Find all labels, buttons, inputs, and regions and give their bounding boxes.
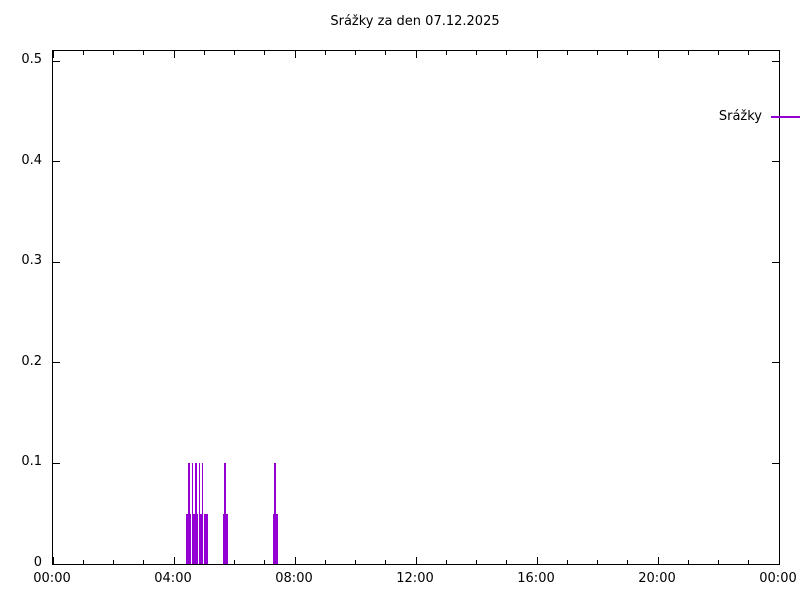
- x-major-tick-top: [657, 51, 659, 58]
- x-minor-tick: [385, 560, 387, 564]
- x-minor-tick: [143, 560, 145, 564]
- x-axis-label: 20:00: [638, 571, 676, 586]
- x-major-tick: [294, 557, 296, 564]
- x-minor-tick: [597, 560, 598, 564]
- y-tick: [53, 261, 60, 263]
- y-tick: [53, 60, 60, 62]
- x-major-tick-top: [415, 51, 417, 58]
- y-tick: [53, 161, 60, 163]
- precipitation-impulse: [201, 463, 204, 564]
- precipitation-impulse: [186, 513, 188, 564]
- x-major-tick: [415, 557, 417, 564]
- x-axis-label: 04:00: [154, 571, 192, 586]
- precipitation-impulse: [222, 513, 225, 564]
- legend: Srážky: [683, 109, 800, 125]
- x-major-tick-top: [778, 51, 780, 58]
- x-minor-tick-top: [355, 51, 356, 55]
- x-minor-tick: [566, 560, 568, 564]
- x-minor-tick-top: [264, 51, 266, 55]
- x-minor-tick: [324, 560, 326, 564]
- x-minor-tick-top: [627, 51, 629, 55]
- precipitation-impulse: [276, 513, 278, 564]
- x-minor-tick-top: [143, 51, 145, 55]
- legend-label: Srážky: [718, 109, 762, 124]
- precipitation-impulse: [274, 463, 276, 564]
- x-minor-tick-top: [113, 51, 114, 55]
- x-major-tick-top: [173, 51, 175, 58]
- x-minor-tick-top: [566, 51, 568, 55]
- x-minor-tick-top: [506, 51, 508, 55]
- x-minor-tick-top: [445, 51, 447, 55]
- x-axis-label: 00:00: [759, 571, 797, 586]
- precipitation-impulse: [188, 463, 190, 564]
- x-major-tick-top: [536, 51, 538, 58]
- precipitation-impulse: [196, 513, 199, 564]
- x-major-tick: [52, 557, 54, 564]
- plot-area: Srážky: [52, 50, 800, 565]
- y-axis-label: 0.5: [21, 52, 42, 68]
- y-tick-right: [772, 362, 779, 364]
- x-minor-tick-top: [687, 51, 689, 55]
- x-minor-tick-top: [476, 51, 477, 55]
- x-major-tick: [536, 557, 538, 564]
- y-tick-right: [772, 161, 779, 163]
- x-minor-tick: [264, 560, 266, 564]
- y-tick: [53, 563, 60, 565]
- x-minor-tick: [718, 560, 719, 564]
- precipitation-impulse: [204, 513, 206, 564]
- precipitation-impulse: [198, 463, 201, 564]
- x-minor-tick-top: [203, 51, 205, 55]
- x-minor-tick-top: [385, 51, 387, 55]
- y-axis-label: 0.2: [21, 353, 42, 369]
- y-axis-label: 0: [33, 555, 42, 570]
- x-minor-tick: [355, 560, 356, 564]
- chart-title: Srážky za den 07.12.2025: [330, 14, 500, 29]
- x-minor-tick-top: [324, 51, 326, 55]
- x-minor-tick: [234, 560, 235, 564]
- x-minor-tick: [445, 560, 447, 564]
- x-major-tick-top: [52, 51, 54, 58]
- x-minor-tick: [113, 560, 114, 564]
- x-minor-tick: [627, 560, 629, 564]
- x-major-tick: [173, 557, 175, 564]
- precipitation-impulse: [226, 513, 228, 564]
- y-tick-right: [772, 60, 779, 62]
- y-tick-right: [772, 563, 779, 565]
- precipitation-impulse: [193, 513, 195, 564]
- x-minor-tick: [506, 560, 508, 564]
- x-minor-tick-top: [597, 51, 598, 55]
- x-axis-label: 08:00: [275, 571, 313, 586]
- x-axis-label: 00:00: [33, 571, 71, 586]
- y-axis-label: 0.4: [21, 152, 42, 168]
- legend-series-line-icon: [771, 116, 800, 118]
- x-minor-tick: [82, 560, 84, 564]
- y-tick-right: [772, 261, 779, 263]
- x-minor-tick: [476, 560, 477, 564]
- x-minor-tick-top: [82, 51, 84, 55]
- x-major-tick: [657, 557, 659, 564]
- x-major-tick-top: [294, 51, 296, 58]
- y-tick-right: [772, 462, 779, 464]
- precipitation-impulse: [195, 463, 197, 564]
- y-tick: [53, 462, 60, 464]
- y-axis-label: 0.3: [21, 253, 42, 269]
- precipitation-impulse: [191, 463, 194, 564]
- x-minor-tick-top: [718, 51, 719, 55]
- precipitation-impulse: [272, 513, 275, 564]
- y-axis-label: 0.1: [21, 454, 42, 470]
- y-tick: [53, 362, 60, 364]
- x-axis-label: 12:00: [396, 571, 434, 586]
- x-minor-tick: [687, 560, 689, 564]
- x-minor-tick: [748, 560, 750, 564]
- precipitation-impulse: [224, 463, 226, 564]
- precipitation-impulse: [189, 513, 192, 564]
- x-minor-tick-top: [748, 51, 750, 55]
- x-minor-tick-top: [234, 51, 235, 55]
- precipitation-impulse: [206, 513, 208, 564]
- x-axis-label: 16:00: [517, 571, 555, 586]
- precipitation-impulse: [200, 513, 202, 564]
- x-major-tick: [778, 557, 780, 564]
